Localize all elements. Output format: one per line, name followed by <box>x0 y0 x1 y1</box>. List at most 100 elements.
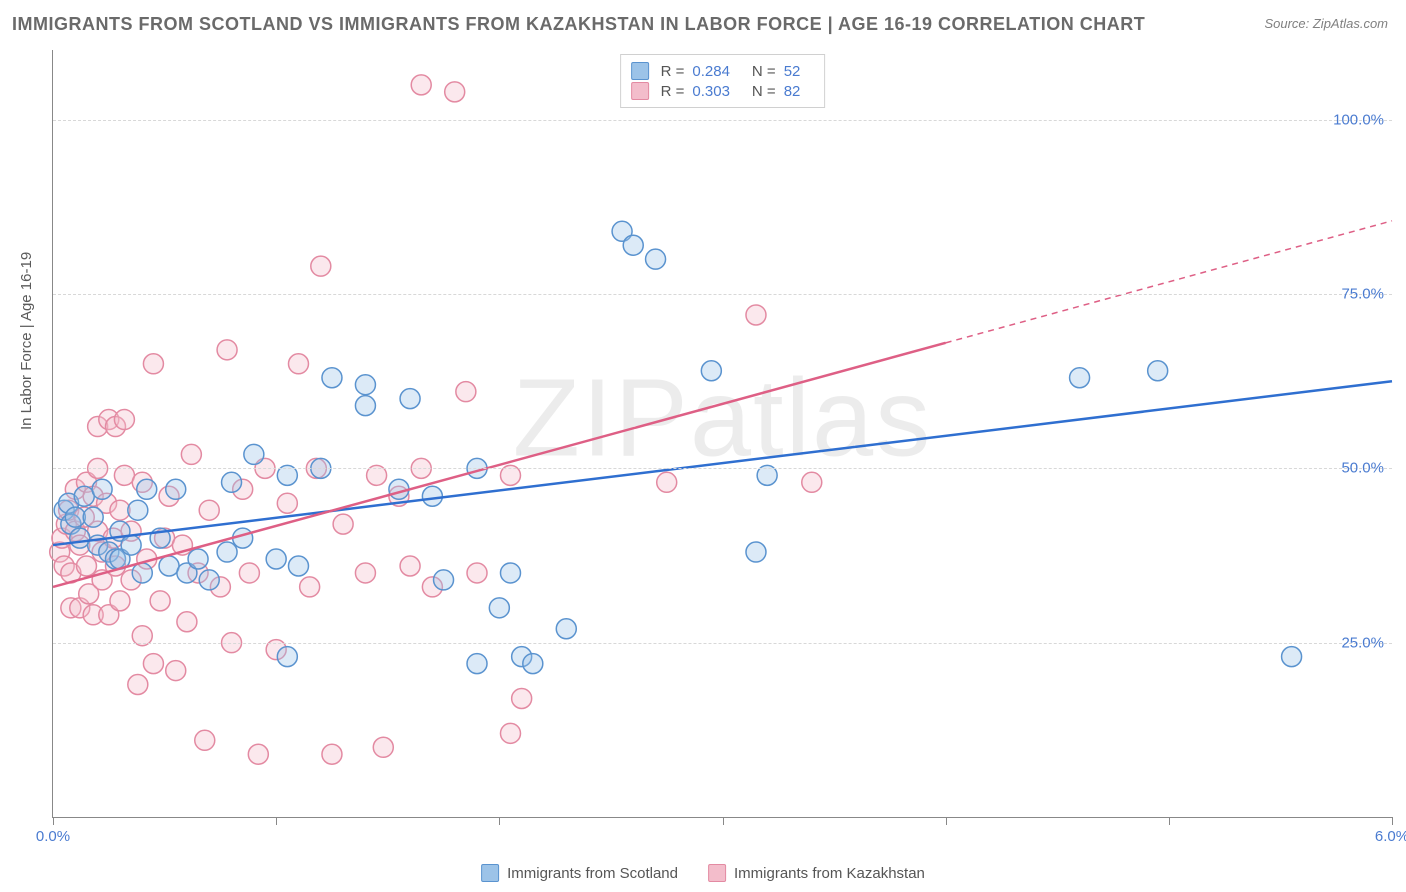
scatter-point <box>333 514 353 534</box>
scatter-point <box>400 556 420 576</box>
swatch-scotland-icon <box>481 864 499 882</box>
legend-item-kazakhstan: Immigrants from Kazakhstan <box>708 864 925 882</box>
scatter-point <box>217 542 237 562</box>
scatter-point <box>646 249 666 269</box>
plot-svg <box>53 50 1392 817</box>
scatter-point <box>1070 368 1090 388</box>
scatter-point <box>523 654 543 674</box>
scatter-point <box>288 354 308 374</box>
scatter-point <box>74 486 94 506</box>
scatter-point <box>199 500 219 520</box>
scatter-point <box>150 591 170 611</box>
n-label: N = <box>752 83 776 100</box>
legend-series: Immigrants from Scotland Immigrants from… <box>481 864 925 882</box>
scatter-point <box>121 535 141 555</box>
scatter-point <box>83 507 103 527</box>
n-value-scotland: 52 <box>784 63 801 80</box>
scatter-point <box>143 654 163 674</box>
scatter-point <box>411 75 431 95</box>
scatter-point <box>222 472 242 492</box>
scatter-point <box>128 675 148 695</box>
scatter-point <box>746 305 766 325</box>
scatter-point <box>657 472 677 492</box>
scatter-point <box>277 647 297 667</box>
scatter-point <box>92 479 112 499</box>
scatter-point <box>300 577 320 597</box>
scatter-point <box>199 570 219 590</box>
scatter-point <box>110 500 130 520</box>
scatter-point <box>355 396 375 416</box>
scatter-point <box>288 556 308 576</box>
scatter-point <box>166 661 186 681</box>
scatter-point <box>181 444 201 464</box>
scatter-point <box>701 361 721 381</box>
scatter-point <box>489 598 509 618</box>
r-value-scotland: 0.284 <box>692 63 730 80</box>
legend-item-scotland: Immigrants from Scotland <box>481 864 678 882</box>
scatter-point <box>1282 647 1302 667</box>
scatter-point <box>422 486 442 506</box>
scatter-point <box>434 570 454 590</box>
x-tick-label: 0.0% <box>36 828 70 845</box>
legend-label-kazakhstan: Immigrants from Kazakhstan <box>734 865 925 882</box>
scatter-point <box>244 444 264 464</box>
scatter-point <box>373 737 393 757</box>
scatter-point <box>322 368 342 388</box>
legend-row-kazakhstan: R = 0.303 N = 82 <box>631 81 811 101</box>
scatter-point <box>248 744 268 764</box>
source-label: Source: ZipAtlas.com <box>1264 16 1388 31</box>
scatter-point <box>746 542 766 562</box>
scatter-point <box>311 256 331 276</box>
swatch-kazakhstan-icon <box>708 864 726 882</box>
scatter-point <box>266 549 286 569</box>
scatter-point <box>500 723 520 743</box>
scatter-point <box>512 688 532 708</box>
y-tick-label: 100.0% <box>1333 111 1384 128</box>
n-value-kazakhstan: 82 <box>784 83 801 100</box>
scatter-point <box>556 619 576 639</box>
scatter-point <box>500 563 520 583</box>
legend-correlation: R = 0.284 N = 52 R = 0.303 N = 82 <box>620 54 826 108</box>
scatter-point <box>65 507 85 527</box>
scatter-point <box>195 730 215 750</box>
chart-title: IMMIGRANTS FROM SCOTLAND VS IMMIGRANTS F… <box>12 14 1145 35</box>
y-tick-label: 50.0% <box>1341 460 1384 477</box>
scatter-point <box>128 500 148 520</box>
r-value-kazakhstan: 0.303 <box>692 83 730 100</box>
scatter-point <box>137 479 157 499</box>
scatter-point <box>76 556 96 576</box>
y-tick-label: 25.0% <box>1341 634 1384 651</box>
r-label: R = <box>661 63 685 80</box>
scatter-point <box>355 563 375 583</box>
plot-area: ZIPatlas R = 0.284 N = 52 R = 0.303 N = … <box>52 50 1392 818</box>
scatter-point <box>467 654 487 674</box>
scatter-point <box>177 612 197 632</box>
legend-label-scotland: Immigrants from Scotland <box>507 865 678 882</box>
scatter-point <box>114 410 134 430</box>
scatter-point <box>70 528 90 548</box>
scatter-point <box>132 563 152 583</box>
scatter-point <box>217 340 237 360</box>
scatter-point <box>445 82 465 102</box>
scatter-point <box>456 382 476 402</box>
scatter-point <box>159 556 179 576</box>
scatter-point <box>166 479 186 499</box>
x-tick-label: 6.0% <box>1375 828 1406 845</box>
scatter-point <box>110 591 130 611</box>
y-tick-label: 75.0% <box>1341 286 1384 303</box>
y-axis-label: In Labor Force | Age 16-19 <box>18 252 35 430</box>
swatch-scotland <box>631 62 649 80</box>
swatch-kazakhstan <box>631 82 649 100</box>
r-label: R = <box>661 83 685 100</box>
scatter-point <box>277 493 297 513</box>
scatter-point <box>143 354 163 374</box>
legend-row-scotland: R = 0.284 N = 52 <box>631 61 811 81</box>
scatter-point <box>355 375 375 395</box>
n-label: N = <box>752 63 776 80</box>
scatter-point <box>623 235 643 255</box>
scatter-point <box>322 744 342 764</box>
scatter-point <box>1148 361 1168 381</box>
scatter-point <box>467 563 487 583</box>
trend-line-extrapolated <box>946 221 1392 343</box>
scatter-point <box>400 389 420 409</box>
